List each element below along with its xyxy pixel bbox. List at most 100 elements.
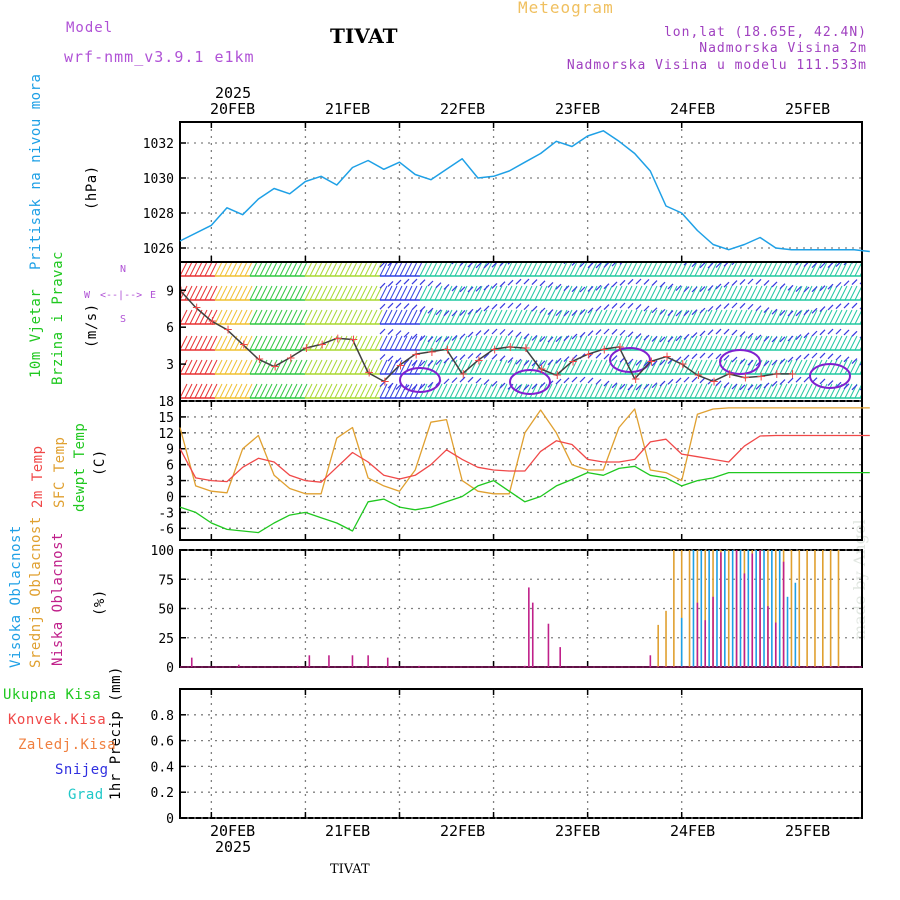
- elevation-label: Nadmorska Visina 2m: [699, 41, 867, 56]
- wind-barb-crest: [755, 383, 762, 390]
- wind-barb: [649, 262, 658, 277]
- wind-marker: +: [725, 367, 735, 381]
- wind-barb: [374, 285, 383, 301]
- wind-barb: [444, 285, 453, 301]
- wind-barb: [344, 359, 353, 375]
- wind-barb: [624, 262, 633, 277]
- legend-snow: Snijeg: [55, 762, 109, 778]
- wind-barb-crest: [571, 286, 578, 293]
- wind-ytick-label: 3: [166, 358, 174, 373]
- wind-barb-crest: [451, 310, 458, 317]
- wind-barb: [754, 262, 763, 277]
- wind-barb-crest: [611, 328, 618, 335]
- wind-barb: [194, 285, 203, 301]
- wind-barb: [389, 262, 398, 277]
- wind-marker: +: [474, 353, 484, 367]
- wind-barb-crest: [579, 309, 586, 315]
- wind-barb: [459, 309, 468, 325]
- temp-ytick-label: 0: [166, 490, 174, 505]
- wind-barb: [279, 309, 288, 325]
- wind-barb: [329, 309, 338, 325]
- wind-barb-crest: [739, 384, 746, 391]
- wind-barb: [189, 285, 198, 301]
- wind-barb: [229, 383, 238, 399]
- wind-barb: [334, 285, 343, 301]
- wind-barb: [339, 359, 348, 375]
- wind-barb: [684, 335, 693, 351]
- wind-barb: [259, 262, 268, 277]
- wind-barb: [814, 309, 823, 325]
- wind-barb-crest: [667, 378, 674, 385]
- wind-barb: [809, 383, 818, 399]
- wind-barb: [659, 262, 668, 277]
- wind-barb: [689, 262, 698, 277]
- wind-barb: [844, 309, 853, 325]
- wind-barb: [589, 309, 598, 325]
- wind-barb: [499, 383, 508, 399]
- wind-barb-crest: [451, 285, 458, 292]
- wind-barb: [189, 335, 198, 351]
- wind-barb: [224, 335, 233, 351]
- wind-barb: [594, 335, 603, 351]
- wind-barb-crest: [587, 330, 594, 337]
- wind-barb: [229, 309, 238, 325]
- wind-barb: [654, 383, 663, 399]
- wind-barb-crest: [739, 279, 746, 285]
- wind-barb-crest: [803, 376, 810, 383]
- wind-barb: [729, 285, 738, 301]
- wind-barb: [459, 383, 468, 399]
- wind-barb-crest: [811, 330, 818, 337]
- wind-barb: [704, 383, 713, 399]
- wind-barb: [844, 262, 853, 277]
- wind-barb-crest: [739, 302, 746, 309]
- wind-barb-crest: [483, 262, 490, 269]
- wind-barb-crest: [427, 280, 434, 287]
- wind-barb-crest: [532, 255, 537, 260]
- wind-barb-crest: [635, 304, 642, 310]
- wind-barb: [699, 262, 708, 277]
- wind-barb: [269, 262, 278, 277]
- wind-barb: [574, 383, 583, 399]
- wind-barb: [669, 383, 678, 399]
- wind-barb: [344, 335, 353, 351]
- wind-barb: [279, 383, 288, 399]
- wind-barb-crest: [635, 359, 642, 366]
- wind-barb-crest: [659, 281, 666, 288]
- wind-barb: [474, 335, 483, 351]
- wind-barb-crest: [403, 303, 410, 310]
- wind-barb: [394, 383, 403, 399]
- wind-barb-crest: [763, 382, 770, 389]
- wind-barb: [429, 262, 438, 277]
- wind-barb: [769, 309, 778, 325]
- wind-barb: [854, 383, 862, 399]
- wind-barb: [429, 309, 438, 325]
- wind-barb-crest: [499, 262, 505, 267]
- wind-barb: [769, 262, 778, 277]
- wind-barb: [349, 383, 358, 399]
- wind-barb: [369, 309, 378, 325]
- wind-barb: [584, 335, 593, 351]
- day-top-1: 21FEB: [325, 100, 371, 118]
- wind-barb: [434, 309, 443, 325]
- wind-barb: [669, 262, 678, 277]
- wind-barb-crest: [835, 328, 842, 335]
- wind-barb-crest: [723, 354, 730, 361]
- wind-barb-crest: [683, 310, 690, 317]
- wind-barb: [604, 285, 613, 301]
- wind-barb: [729, 309, 738, 325]
- wind-barb-crest: [443, 284, 450, 290]
- wind-barb: [259, 309, 268, 325]
- wind-barb: [254, 262, 263, 277]
- wind-barb-crest: [491, 380, 498, 387]
- wind-barb: [819, 335, 828, 351]
- wind-barb-crest: [419, 279, 426, 286]
- wind-barb-crest: [644, 255, 649, 260]
- wind-barb: [394, 335, 403, 351]
- wind-barb-crest: [491, 328, 498, 335]
- wind-barb-crest: [643, 334, 650, 341]
- wind-barb: [779, 262, 788, 277]
- wind-barb-crest: [379, 303, 386, 310]
- wind-marker: +: [568, 355, 578, 369]
- wind-barb-crest: [731, 383, 738, 390]
- wind-barb: [464, 309, 473, 325]
